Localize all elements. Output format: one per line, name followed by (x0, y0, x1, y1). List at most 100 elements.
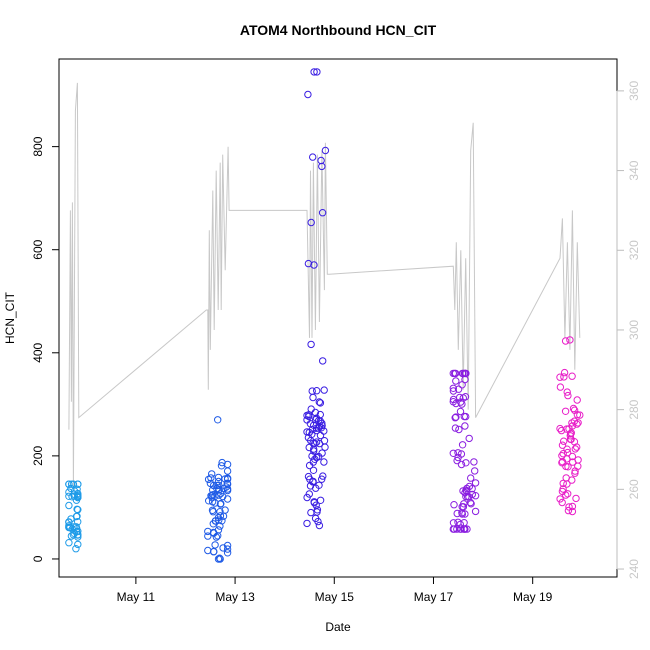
y-tick-label: 0 (31, 555, 45, 562)
data-point (305, 490, 313, 498)
data-point (304, 259, 313, 268)
data-point (568, 507, 577, 516)
plot-frame (58, 58, 618, 578)
data-point (208, 506, 217, 514)
data-point (310, 445, 318, 453)
data-point (566, 435, 575, 443)
data-point (223, 479, 232, 487)
data-point (309, 466, 318, 474)
series-flight-2 (204, 416, 232, 563)
data-point (471, 479, 480, 487)
data-point (316, 399, 325, 407)
data-point (303, 428, 311, 436)
data-point (318, 209, 327, 217)
data-point (208, 498, 217, 506)
secondary-y-tick-label: 260 (627, 479, 641, 499)
data-point (65, 480, 73, 488)
data-point (566, 336, 574, 344)
data-point (461, 422, 469, 430)
data-point (573, 396, 581, 404)
data-point (457, 398, 465, 406)
data-point (217, 499, 225, 508)
data-point (454, 449, 462, 457)
data-point (215, 554, 224, 562)
data-point (307, 218, 315, 227)
data-point (556, 373, 564, 381)
data-point (207, 474, 215, 482)
data-point (219, 544, 227, 552)
data-point (74, 493, 82, 502)
data-point (310, 498, 318, 506)
data-point (223, 549, 232, 557)
data-point (307, 340, 315, 349)
data-point (453, 525, 461, 533)
data-point (217, 489, 225, 498)
data-point (307, 405, 315, 413)
data-point (563, 445, 571, 453)
data-point (571, 445, 579, 453)
data-point (318, 475, 326, 483)
data-point (209, 548, 218, 556)
series-flight-5 (556, 336, 584, 516)
data-point (568, 476, 576, 484)
data-point (303, 416, 311, 424)
data-point (69, 480, 78, 488)
data-point (310, 261, 318, 269)
data-point (319, 357, 327, 365)
data-point (570, 438, 579, 446)
data-point (566, 430, 575, 438)
data-point (463, 493, 472, 501)
data-point (216, 555, 224, 563)
data-point (303, 411, 311, 420)
y-tick-label: 800 (31, 136, 45, 156)
data-point (467, 474, 475, 482)
data-point (223, 495, 232, 503)
data-point (215, 491, 223, 499)
secondary-y-tick-label: 240 (627, 559, 641, 579)
data-point (214, 416, 222, 424)
data-point (451, 414, 459, 422)
data-point (558, 441, 567, 449)
data-point (454, 385, 463, 393)
secondary-series-line (68, 82, 581, 490)
data-point (216, 508, 224, 516)
x-tick-label: May 11 (117, 590, 156, 604)
data-point (67, 532, 76, 540)
y-tick-label: 600 (31, 239, 45, 259)
data-point (564, 463, 572, 471)
data-point (311, 514, 320, 523)
data-point (449, 449, 457, 457)
data-point (556, 424, 564, 433)
x-tick-label: May 13 (215, 590, 255, 604)
secondary-y-tick-label: 360 (627, 81, 641, 101)
data-point (457, 460, 466, 469)
data-point (449, 519, 458, 527)
data-point (321, 146, 330, 155)
data-point (556, 383, 565, 391)
data-point (460, 500, 468, 508)
data-point (204, 546, 212, 555)
data-point (212, 533, 221, 541)
data-point (467, 500, 475, 508)
data-point (561, 337, 570, 345)
data-point (320, 458, 328, 466)
data-point (458, 381, 466, 389)
secondary-y-axis: 240 260 280 300 320 340 360 (616, 81, 641, 579)
data-point (459, 487, 467, 495)
data-point (315, 422, 324, 431)
data-point (216, 512, 225, 520)
data-point (65, 518, 73, 526)
data-point (321, 443, 329, 451)
data-point (318, 449, 326, 457)
data-point (470, 458, 478, 466)
data-point (471, 467, 479, 475)
data-point (316, 496, 325, 504)
data-point (454, 518, 462, 526)
series-flight-1 (65, 480, 82, 553)
data-point (564, 506, 573, 515)
data-point (65, 501, 73, 510)
data-point (74, 540, 82, 549)
x-tick-label: May 17 (414, 590, 454, 604)
data-point (560, 437, 568, 445)
data-point (204, 527, 212, 536)
